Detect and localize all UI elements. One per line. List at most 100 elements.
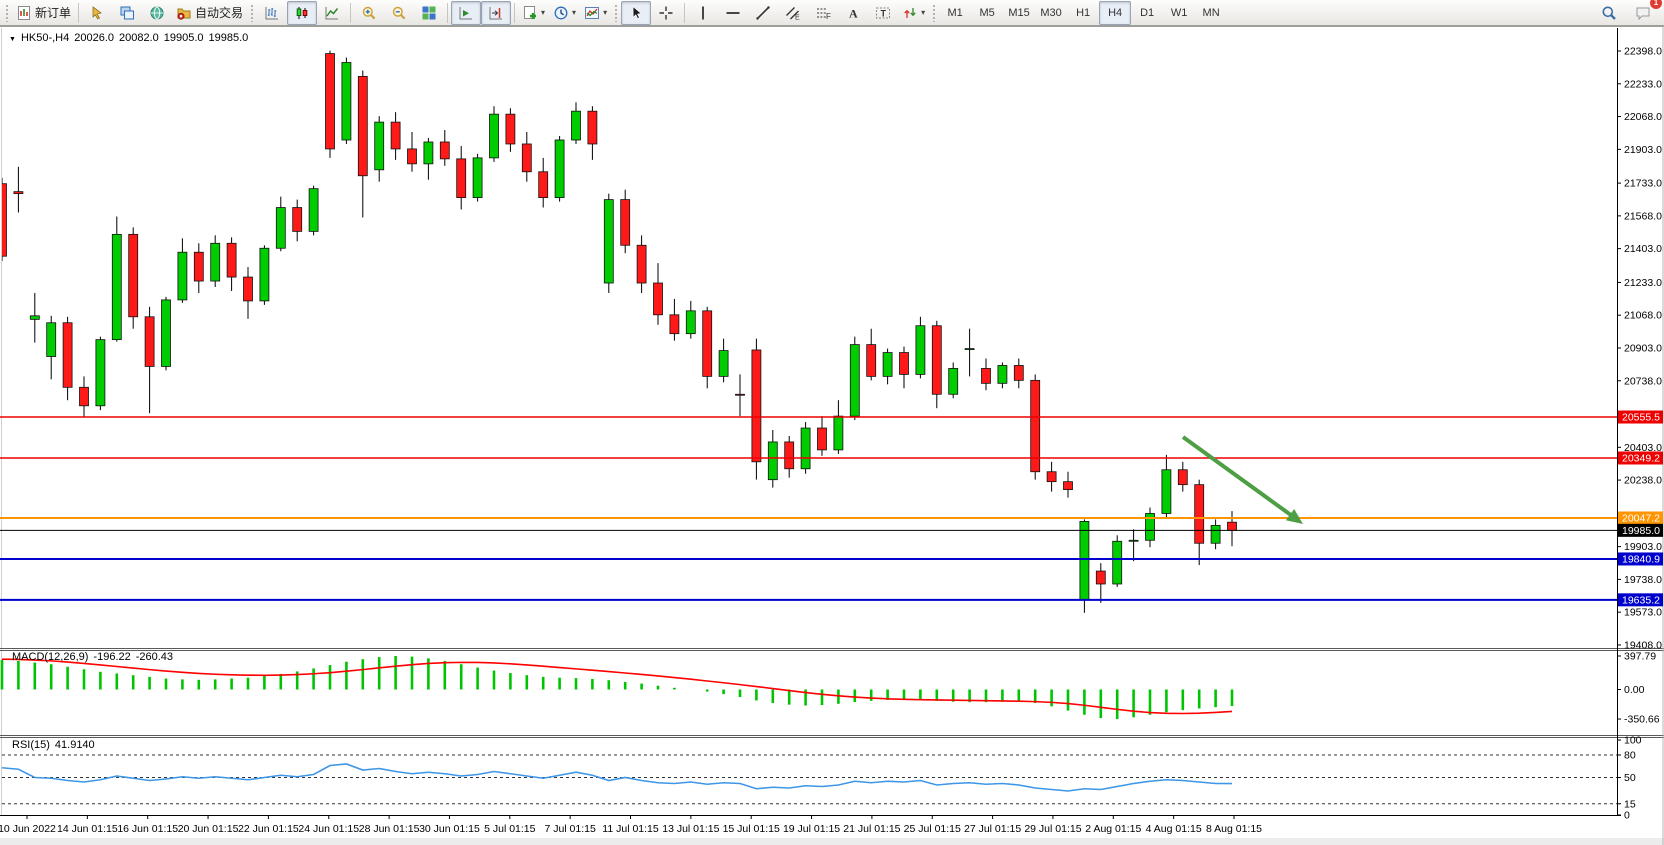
cursor-button[interactable]: [621, 0, 652, 25]
autotrade-folder-icon: [176, 5, 192, 21]
low-value: 19905.0: [163, 32, 204, 44]
rsi-axis-label: 0: [1624, 810, 1630, 822]
search-icon: [1601, 5, 1617, 21]
periods-button[interactable]: ▾: [549, 1, 580, 25]
fibonacci-button[interactable]: F: [808, 1, 838, 25]
clock-icon: [553, 5, 569, 21]
price-tick-label: 21568.0: [1624, 210, 1662, 222]
timeframe-m30-button-label: M30: [1040, 6, 1062, 19]
timeframe-m5-button[interactable]: M5: [971, 1, 1003, 25]
price-tick-label: 22068.0: [1624, 111, 1662, 123]
channel-icon: E: [785, 5, 801, 21]
timeframe-w1-button[interactable]: W1: [1163, 1, 1195, 25]
time-tick-label: 5 Jul 01:15: [484, 823, 536, 835]
gold-pointer-icon: [89, 5, 105, 21]
chart-canvas[interactable]: 22398.0 22233.0 22068.0 21903.0 21733.0 21568…: [0, 26, 1664, 845]
dropdown-caret-icon[interactable]: ▾: [572, 7, 577, 17]
arrows-button[interactable]: ▾: [898, 1, 929, 25]
rsi-indicator-label: RSI(15) 41.9140: [12, 739, 95, 751]
svg-text:E: E: [795, 14, 800, 21]
auto-trading-button[interactable]: 自动交易: [172, 1, 247, 25]
notifications-button[interactable]: 1: [1628, 0, 1662, 25]
auto-scroll-button[interactable]: [451, 0, 482, 25]
toolbar-separator: [447, 2, 449, 23]
trend-arrow-annotation: [1181, 435, 1303, 524]
time-tick-label: 7 Jul 01:15: [544, 823, 596, 835]
new-order-button[interactable]: 新订单: [12, 1, 75, 25]
trendline-button[interactable]: [748, 1, 778, 25]
timeframe-mn-button-label: MN: [1202, 6, 1220, 19]
rsi-value: 41.9140: [54, 739, 95, 751]
market-watch-button[interactable]: [82, 1, 112, 25]
timeframe-m15-button[interactable]: M15: [1003, 1, 1035, 25]
templates-button[interactable]: ▾: [580, 1, 611, 25]
new-chart-button[interactable]: ▾: [518, 1, 549, 25]
zoom-in-button[interactable]: [354, 1, 384, 25]
crosshair-button[interactable]: [651, 1, 681, 25]
price-level-tag: 20555.5: [1622, 412, 1660, 424]
chart-dropdown-caret-icon[interactable]: [9, 32, 16, 44]
main-toolbar: 新订单 自动交易 ▾ ▾ ▾ E F A T ▾ M1 M5 M15 M30 H1 H4 D1 W1 MN 1: [0, 0, 1664, 26]
candles-icon: [294, 5, 310, 21]
vertical-line-button[interactable]: [688, 1, 718, 25]
fibo-icon: F: [815, 5, 831, 21]
price-tick-label: 20738.0: [1624, 375, 1662, 387]
macd-axis-label: -350.66: [1624, 714, 1660, 726]
high-value: 20082.0: [119, 32, 159, 44]
timeframe-d1-button[interactable]: D1: [1131, 1, 1163, 25]
price-tick-label: 21068.0: [1624, 310, 1662, 322]
time-tick-label: 20 Jun 01:15: [178, 823, 239, 835]
time-tick-label: 29 Jul 01:15: [1024, 823, 1081, 835]
timeframe-h1-button[interactable]: H1: [1067, 1, 1099, 25]
text-button[interactable]: A: [838, 1, 868, 25]
time-tick-label: 19 Jul 01:15: [783, 823, 840, 835]
text-label-button[interactable]: T: [868, 1, 898, 25]
candlestick-series: [2, 50, 1237, 613]
line-chart-mode-button[interactable]: [317, 1, 347, 25]
timeframe-m30-button[interactable]: M30: [1035, 1, 1067, 25]
globe-icon: [149, 5, 165, 21]
time-tick-label: 8 Aug 01:15: [1206, 823, 1262, 835]
macd-axis-label: 0.00: [1624, 684, 1645, 696]
trend-icon: [755, 5, 771, 21]
community-button[interactable]: [142, 1, 172, 25]
time-tick-label: 28 Jun 01:15: [359, 823, 420, 835]
labelT-icon: T: [875, 5, 891, 21]
price-tick-label: 19903.0: [1624, 541, 1662, 553]
chart-shift-button[interactable]: [481, 0, 512, 25]
rsi-name: RSI(15): [12, 739, 50, 751]
time-tick-label: 15 Jul 01:15: [723, 823, 780, 835]
search-button[interactable]: [1594, 1, 1624, 25]
toolbar-separator: [514, 2, 516, 23]
tile-windows-button[interactable]: [414, 1, 444, 25]
timeframe-h4-button[interactable]: H4: [1099, 0, 1132, 25]
svg-text:T: T: [881, 8, 887, 18]
price-tick-label: 20903.0: [1624, 342, 1662, 354]
crosshair-icon: [658, 5, 674, 21]
macd-name: MACD(12,26,9): [12, 651, 89, 663]
macd-signal-value: -260.43: [135, 651, 174, 663]
textA-icon: A: [845, 5, 861, 21]
toolbar-separator: [350, 2, 352, 23]
time-tick-label: 25 Jul 01:15: [904, 823, 961, 835]
zoom-out-button[interactable]: [384, 1, 414, 25]
zoom-out-icon: [391, 5, 407, 21]
equidistant-channel-button[interactable]: E: [778, 1, 808, 25]
timeframe-mn-button[interactable]: MN: [1195, 1, 1227, 25]
toolbar-grip-handle: [250, 3, 255, 22]
timeframe-w1-button-label: W1: [1170, 6, 1188, 19]
dropdown-caret-icon[interactable]: ▾: [603, 7, 608, 17]
bar-chart-mode-button[interactable]: [257, 1, 287, 25]
chat-icon: [1635, 5, 1651, 21]
toolbar-separator: [684, 2, 686, 23]
dropdown-caret-icon[interactable]: ▾: [921, 7, 926, 17]
timeframe-m1-button[interactable]: M1: [939, 1, 971, 25]
horizontal-line-button[interactable]: [718, 1, 748, 25]
time-tick-label: 24 Jun 01:15: [298, 823, 359, 835]
chart-area[interactable]: 22398.0 22233.0 22068.0 21903.0 21733.0 21568…: [0, 26, 1664, 845]
indicator-axes: 397.79 0.00 -350.66 100 80 50 150: [1617, 650, 1660, 822]
rsi-axis-label: 50: [1624, 772, 1636, 784]
chart-window-button[interactable]: [112, 1, 142, 25]
dropdown-caret-icon[interactable]: ▾: [541, 7, 546, 17]
candlestick-mode-button[interactable]: [287, 0, 318, 25]
